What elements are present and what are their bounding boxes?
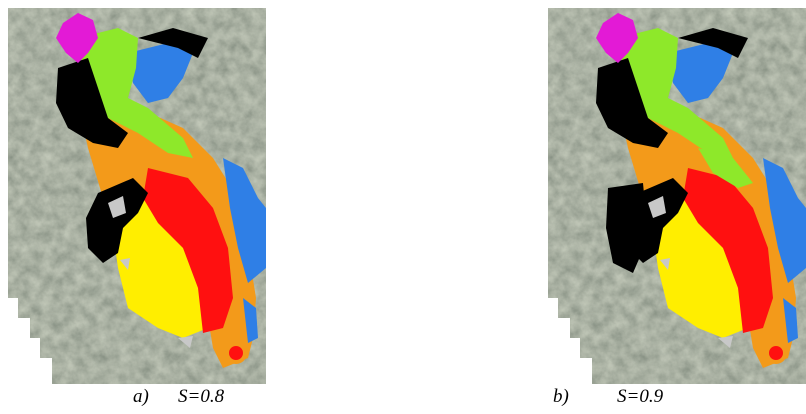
panel-label: b): [553, 386, 569, 408]
map-image-b: [548, 8, 806, 384]
map-image-a: [8, 8, 266, 384]
panel-caption: S=0.9: [617, 386, 663, 408]
panel-label: a): [133, 386, 149, 408]
figure: a) S=0.8 b) S=0.9: [0, 0, 806, 414]
panel-caption: S=0.8: [178, 386, 224, 408]
